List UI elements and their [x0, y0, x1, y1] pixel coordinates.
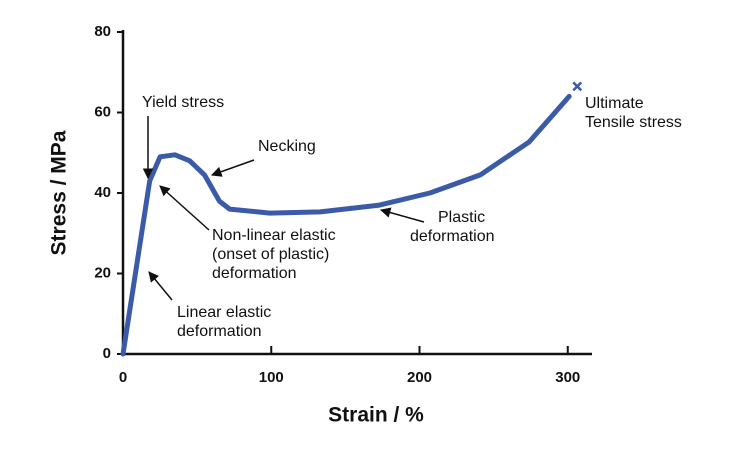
x-axis-label: Strain / %: [328, 404, 424, 427]
x-tick-label: 300: [555, 369, 580, 386]
annotation-arrow: [211, 159, 255, 177]
curve: [120, 93, 572, 357]
annotation-arrow: [379, 207, 425, 223]
y-axis-label: Stress / MPa: [48, 130, 71, 255]
y-tick-label: 0: [103, 345, 111, 362]
x-tick-label: 0: [119, 369, 127, 386]
annotation: deformation: [410, 228, 495, 245]
ultimate-marker: [572, 81, 583, 92]
y-tick-label: 40: [94, 184, 111, 201]
y-tick-label: 20: [94, 264, 111, 281]
y-tick-label: 60: [94, 103, 111, 120]
annotation-arrow: [159, 185, 210, 231]
y-tick-label: 80: [94, 23, 111, 40]
annotation-arrow: [148, 271, 173, 301]
annotation: deformation: [212, 265, 297, 282]
annotation: Linear elastic: [177, 304, 271, 321]
annotation: Necking: [258, 138, 316, 155]
annotation: Yield stress: [142, 94, 224, 111]
annotation: Plastic: [438, 209, 485, 226]
annotation: Non-linear elastic: [212, 227, 336, 244]
x-tick-label: 200: [407, 369, 432, 386]
x-tick-label: 100: [259, 369, 284, 386]
annotation: (onset of plastic): [212, 246, 329, 263]
annotation: deformation: [177, 323, 262, 340]
annotation: Ultimate: [585, 95, 644, 112]
annotation: Tensile stress: [585, 114, 682, 131]
